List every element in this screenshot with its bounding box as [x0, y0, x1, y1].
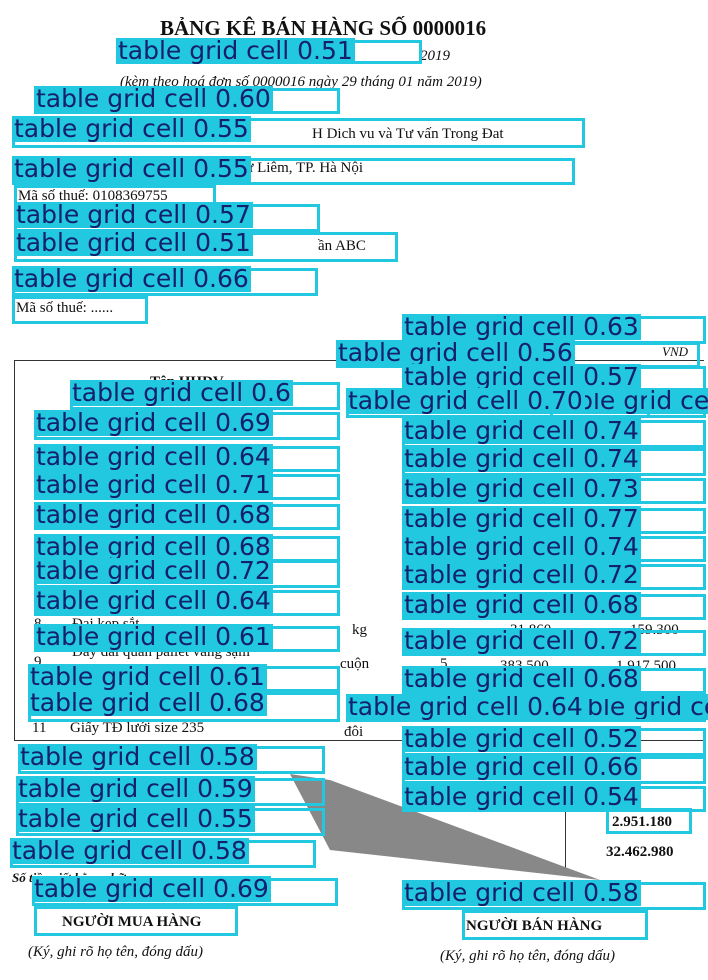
detection-label: table grid cell 0.68 — [402, 666, 641, 692]
table-border — [14, 740, 704, 741]
redaction-shape — [290, 774, 600, 880]
detection-label: table grid cell 0.55 — [12, 116, 251, 142]
detection-label: table grid cell 0.64 — [34, 444, 273, 470]
detection-label: table grid cell 0.61 — [34, 624, 273, 650]
unit: đôi — [344, 724, 364, 740]
detection-label: table grid cell 0.59 — [16, 776, 255, 802]
sign-note: (Ký, ghi rõ họ tên, đóng dấu) — [28, 944, 203, 960]
detection-label: table grid cell 0.68 — [28, 690, 267, 716]
detection-label: table grid cell 0.6 — [70, 380, 293, 406]
detection-label: table grid cell 0.77 — [402, 506, 641, 532]
seller-name: H Dich vu và Tư vấn Trong Đat — [312, 126, 504, 142]
detection-label: table grid cell 0.70 — [346, 388, 585, 414]
detection-label: table grid cell 0.72 — [402, 628, 641, 654]
detection-label: table grid cell 0.68 — [34, 534, 273, 560]
detection-label: table grid cell 0.64 — [346, 694, 585, 720]
table-border — [565, 808, 566, 868]
total: 32.462.980 — [606, 844, 674, 860]
detection-label: table grid cell 0.58 — [10, 838, 249, 864]
detection-label: table grid cell 0.55 — [12, 156, 251, 182]
row-no: 9 — [34, 654, 42, 670]
seller-tax: Mã số thuế: 0108369755 — [18, 188, 168, 204]
detection-label: table grid cell 0.69 — [32, 876, 271, 902]
detection-label: table grid cell 0.56 — [336, 340, 575, 366]
detection-label: table grid cell 0.71 — [34, 472, 273, 498]
detection-label: table grid cell 0.60 — [34, 86, 273, 112]
date: 2019 — [420, 48, 450, 64]
detection-label: table grid cell 0.55 — [16, 806, 255, 832]
row-no: 11 — [32, 720, 47, 736]
detection-label: table grid cell 0.57 — [402, 364, 641, 390]
detection-label: table grid cell 0.68 — [34, 502, 273, 528]
detection-label: table grid cell 0.66 — [402, 754, 641, 780]
sign-box — [462, 910, 648, 940]
buyer-sign: NGƯỜI MUA HÀNG — [62, 914, 202, 930]
detection-label: table grid cell 0.54 — [402, 784, 641, 810]
detection-label: table grid cell 0.68 — [402, 592, 641, 618]
detection-label: table grid cell 0.64 — [34, 588, 273, 614]
detection-label: table grid cell 0.73 — [402, 476, 641, 502]
sign-box — [34, 906, 238, 936]
detection-label: table grid cell 0.74 — [402, 418, 641, 444]
title: BẢNG KÊ BÁN HÀNG SỐ 0000016 — [160, 16, 487, 40]
unit: kg — [352, 622, 367, 638]
detection-label: table grid cell 0.72 — [34, 558, 273, 584]
currency: VND — [662, 344, 688, 359]
subtotal: 2.951.180 — [612, 814, 672, 830]
detection-label: table grid cell 0.66 — [12, 266, 251, 292]
detection-label: table grid cell 0.52 — [402, 726, 641, 752]
table-border — [14, 360, 15, 740]
buyer-tax: Mã số thuế: ...... — [16, 300, 114, 316]
detection-label: table grid cell 0.61 — [28, 664, 267, 690]
detection-label: table grid cell 0.58 — [402, 880, 641, 906]
detection-label: table grid cell 0.58 — [18, 744, 257, 770]
detection-label: table grid cell 0.69 — [34, 410, 273, 436]
qty: 5 — [440, 656, 448, 672]
detection-label: table grid cell 0.74 — [402, 446, 641, 472]
item: Giấy TĐ lưới size 235 — [70, 720, 205, 736]
detection-label: table grid cell 0.51 — [14, 230, 253, 256]
detection-label: table grid cell 0.74 — [402, 534, 641, 560]
detection-label: table grid cell 0.57 — [14, 202, 253, 228]
unit: cuộn — [340, 656, 370, 672]
buyer-name: ần ABC — [318, 238, 366, 254]
detection-label: table grid cell 0.63 — [402, 314, 641, 340]
cell-box — [12, 296, 148, 324]
seller-sign: NGƯỜI BÁN HÀNG — [466, 918, 603, 934]
sign-note: (Ký, ghi rõ họ tên, đóng dấu) — [440, 948, 615, 964]
detection-label: table grid cell 0.72 — [402, 562, 641, 588]
detection-label: table grid cell 0.51 — [116, 38, 355, 64]
